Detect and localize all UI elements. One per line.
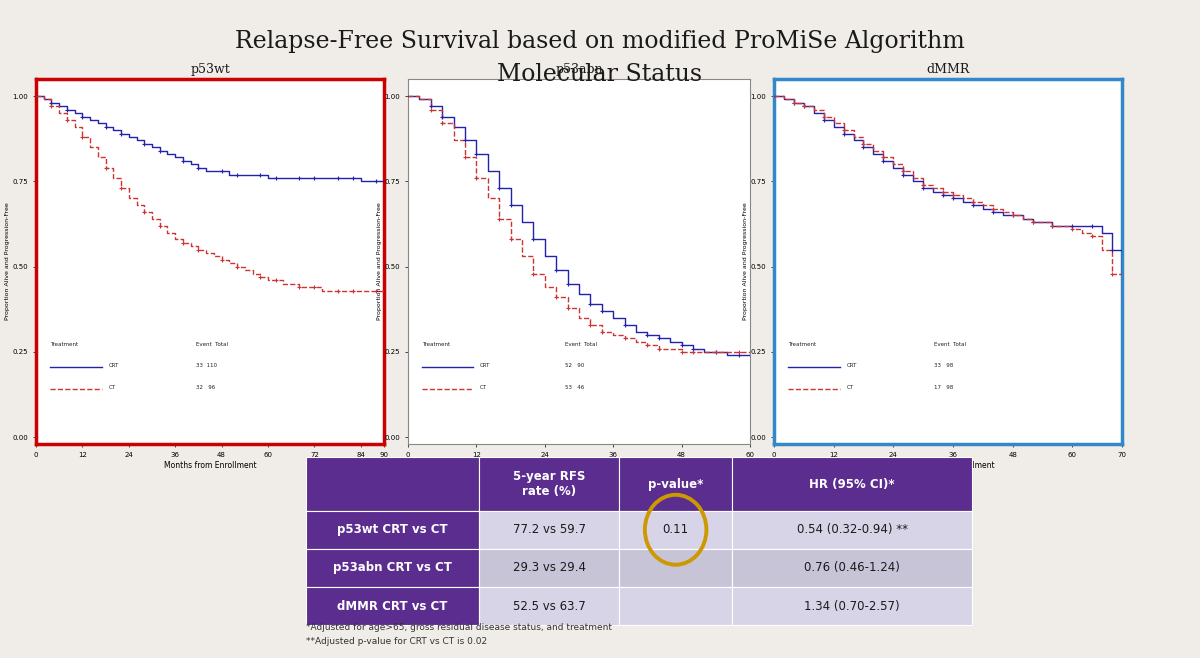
Text: Molecular Status: Molecular Status xyxy=(498,63,702,86)
Text: 52.5 vs 63.7: 52.5 vs 63.7 xyxy=(512,599,586,613)
Text: 32   96: 32 96 xyxy=(196,385,215,390)
Text: CRT: CRT xyxy=(847,363,858,368)
Y-axis label: Proportion Alive and Progression-Free: Proportion Alive and Progression-Free xyxy=(377,203,382,320)
Text: 5-year RFS
rate (%): 5-year RFS rate (%) xyxy=(512,470,586,498)
Bar xyxy=(732,587,972,625)
Text: Event  Total: Event Total xyxy=(196,342,228,347)
Text: CRT: CRT xyxy=(480,363,490,368)
Text: 29.3 vs 29.4: 29.3 vs 29.4 xyxy=(512,561,586,574)
X-axis label: Months from Enrollment: Months from Enrollment xyxy=(163,461,257,470)
Bar xyxy=(732,511,972,549)
Text: p53abn CRT vs CT: p53abn CRT vs CT xyxy=(334,561,452,574)
Text: 0.11: 0.11 xyxy=(662,523,689,536)
Text: CT: CT xyxy=(847,385,854,390)
Text: p53wt CRT vs CT: p53wt CRT vs CT xyxy=(337,523,448,536)
Bar xyxy=(619,549,732,587)
Text: Event  Total: Event Total xyxy=(934,342,966,347)
Bar xyxy=(479,549,619,587)
Bar xyxy=(479,457,619,511)
Text: 1.34 (0.70-2.57): 1.34 (0.70-2.57) xyxy=(804,599,900,613)
Text: 0.76 (0.46-1.24): 0.76 (0.46-1.24) xyxy=(804,561,900,574)
Text: 52   90: 52 90 xyxy=(565,363,584,368)
Text: CT: CT xyxy=(480,385,487,390)
Text: 17   98: 17 98 xyxy=(934,385,953,390)
X-axis label: Months from Enrollment: Months from Enrollment xyxy=(533,461,625,470)
Text: Treatment: Treatment xyxy=(788,342,816,347)
Text: 77.2 vs 59.7: 77.2 vs 59.7 xyxy=(512,523,586,536)
Text: Treatment: Treatment xyxy=(50,342,78,347)
Text: 33   98: 33 98 xyxy=(934,363,953,368)
Bar xyxy=(732,457,972,511)
Bar xyxy=(619,587,732,625)
Text: CRT: CRT xyxy=(109,363,120,368)
Title: p53abn: p53abn xyxy=(556,63,602,76)
Text: 33  110: 33 110 xyxy=(196,363,217,368)
Bar xyxy=(306,457,479,511)
Text: **Adjusted p-value for CRT vs CT is 0.02: **Adjusted p-value for CRT vs CT is 0.02 xyxy=(306,636,487,645)
Text: Relapse-Free Survival based on modified ProMiSe Algorithm: Relapse-Free Survival based on modified … xyxy=(235,30,965,53)
Bar xyxy=(619,511,732,549)
Bar xyxy=(732,549,972,587)
Bar xyxy=(306,511,479,549)
Bar xyxy=(306,587,479,625)
Text: p-value*: p-value* xyxy=(648,478,703,490)
Text: CT: CT xyxy=(109,385,116,390)
Title: dMMR: dMMR xyxy=(926,63,970,76)
Bar xyxy=(479,587,619,625)
Y-axis label: Proportion Alive and Progression-Free: Proportion Alive and Progression-Free xyxy=(5,203,10,320)
Text: Event  Total: Event Total xyxy=(565,342,598,347)
Bar xyxy=(619,457,732,511)
Text: Treatment: Treatment xyxy=(421,342,450,347)
Bar xyxy=(479,511,619,549)
Text: *Adjusted for age>65, gross residual disease status, and treatment: *Adjusted for age>65, gross residual dis… xyxy=(306,623,612,632)
Bar xyxy=(306,549,479,587)
Y-axis label: Proportion Alive and Progression-Free: Proportion Alive and Progression-Free xyxy=(743,203,748,320)
Text: dMMR CRT vs CT: dMMR CRT vs CT xyxy=(337,599,448,613)
Text: HR (95% CI)*: HR (95% CI)* xyxy=(809,478,895,490)
Text: 53   46: 53 46 xyxy=(565,385,584,390)
X-axis label: Months from Enrollment: Months from Enrollment xyxy=(901,461,995,470)
Text: 0.54 (0.32-0.94) **: 0.54 (0.32-0.94) ** xyxy=(797,523,907,536)
Title: p53wt: p53wt xyxy=(190,63,230,76)
